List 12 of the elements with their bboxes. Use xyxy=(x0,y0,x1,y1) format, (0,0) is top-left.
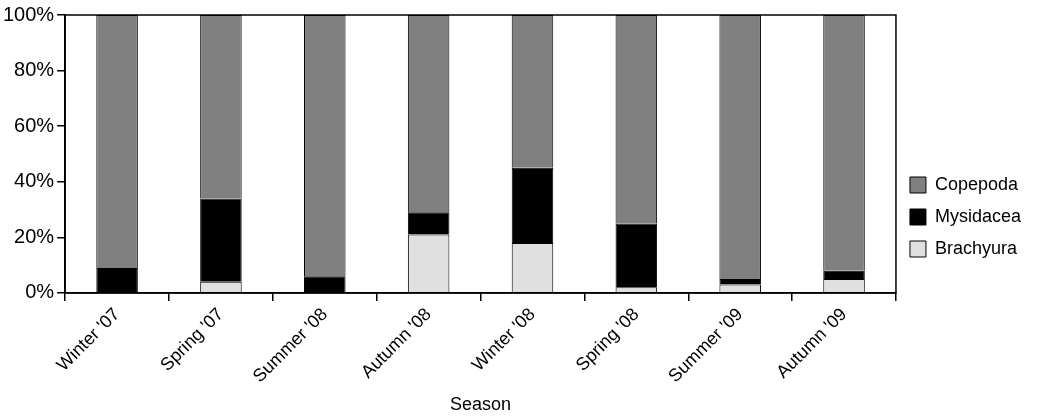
bar xyxy=(823,270,865,280)
y-tick-label: 100% xyxy=(3,2,55,25)
bar xyxy=(200,198,242,282)
legend-label: Mysidacea xyxy=(934,205,1022,226)
y-tick-label: 20% xyxy=(14,224,55,247)
legend-label: Brachyura xyxy=(934,237,1018,258)
legend-label: Copepoda xyxy=(934,173,1020,194)
y-tick-label: 80% xyxy=(14,58,55,81)
x-axis-title: Season xyxy=(450,394,512,415)
y-tick-label: 40% xyxy=(14,169,55,192)
y-tick-label: 60% xyxy=(14,113,55,136)
y-tick-label: 0% xyxy=(25,280,55,303)
